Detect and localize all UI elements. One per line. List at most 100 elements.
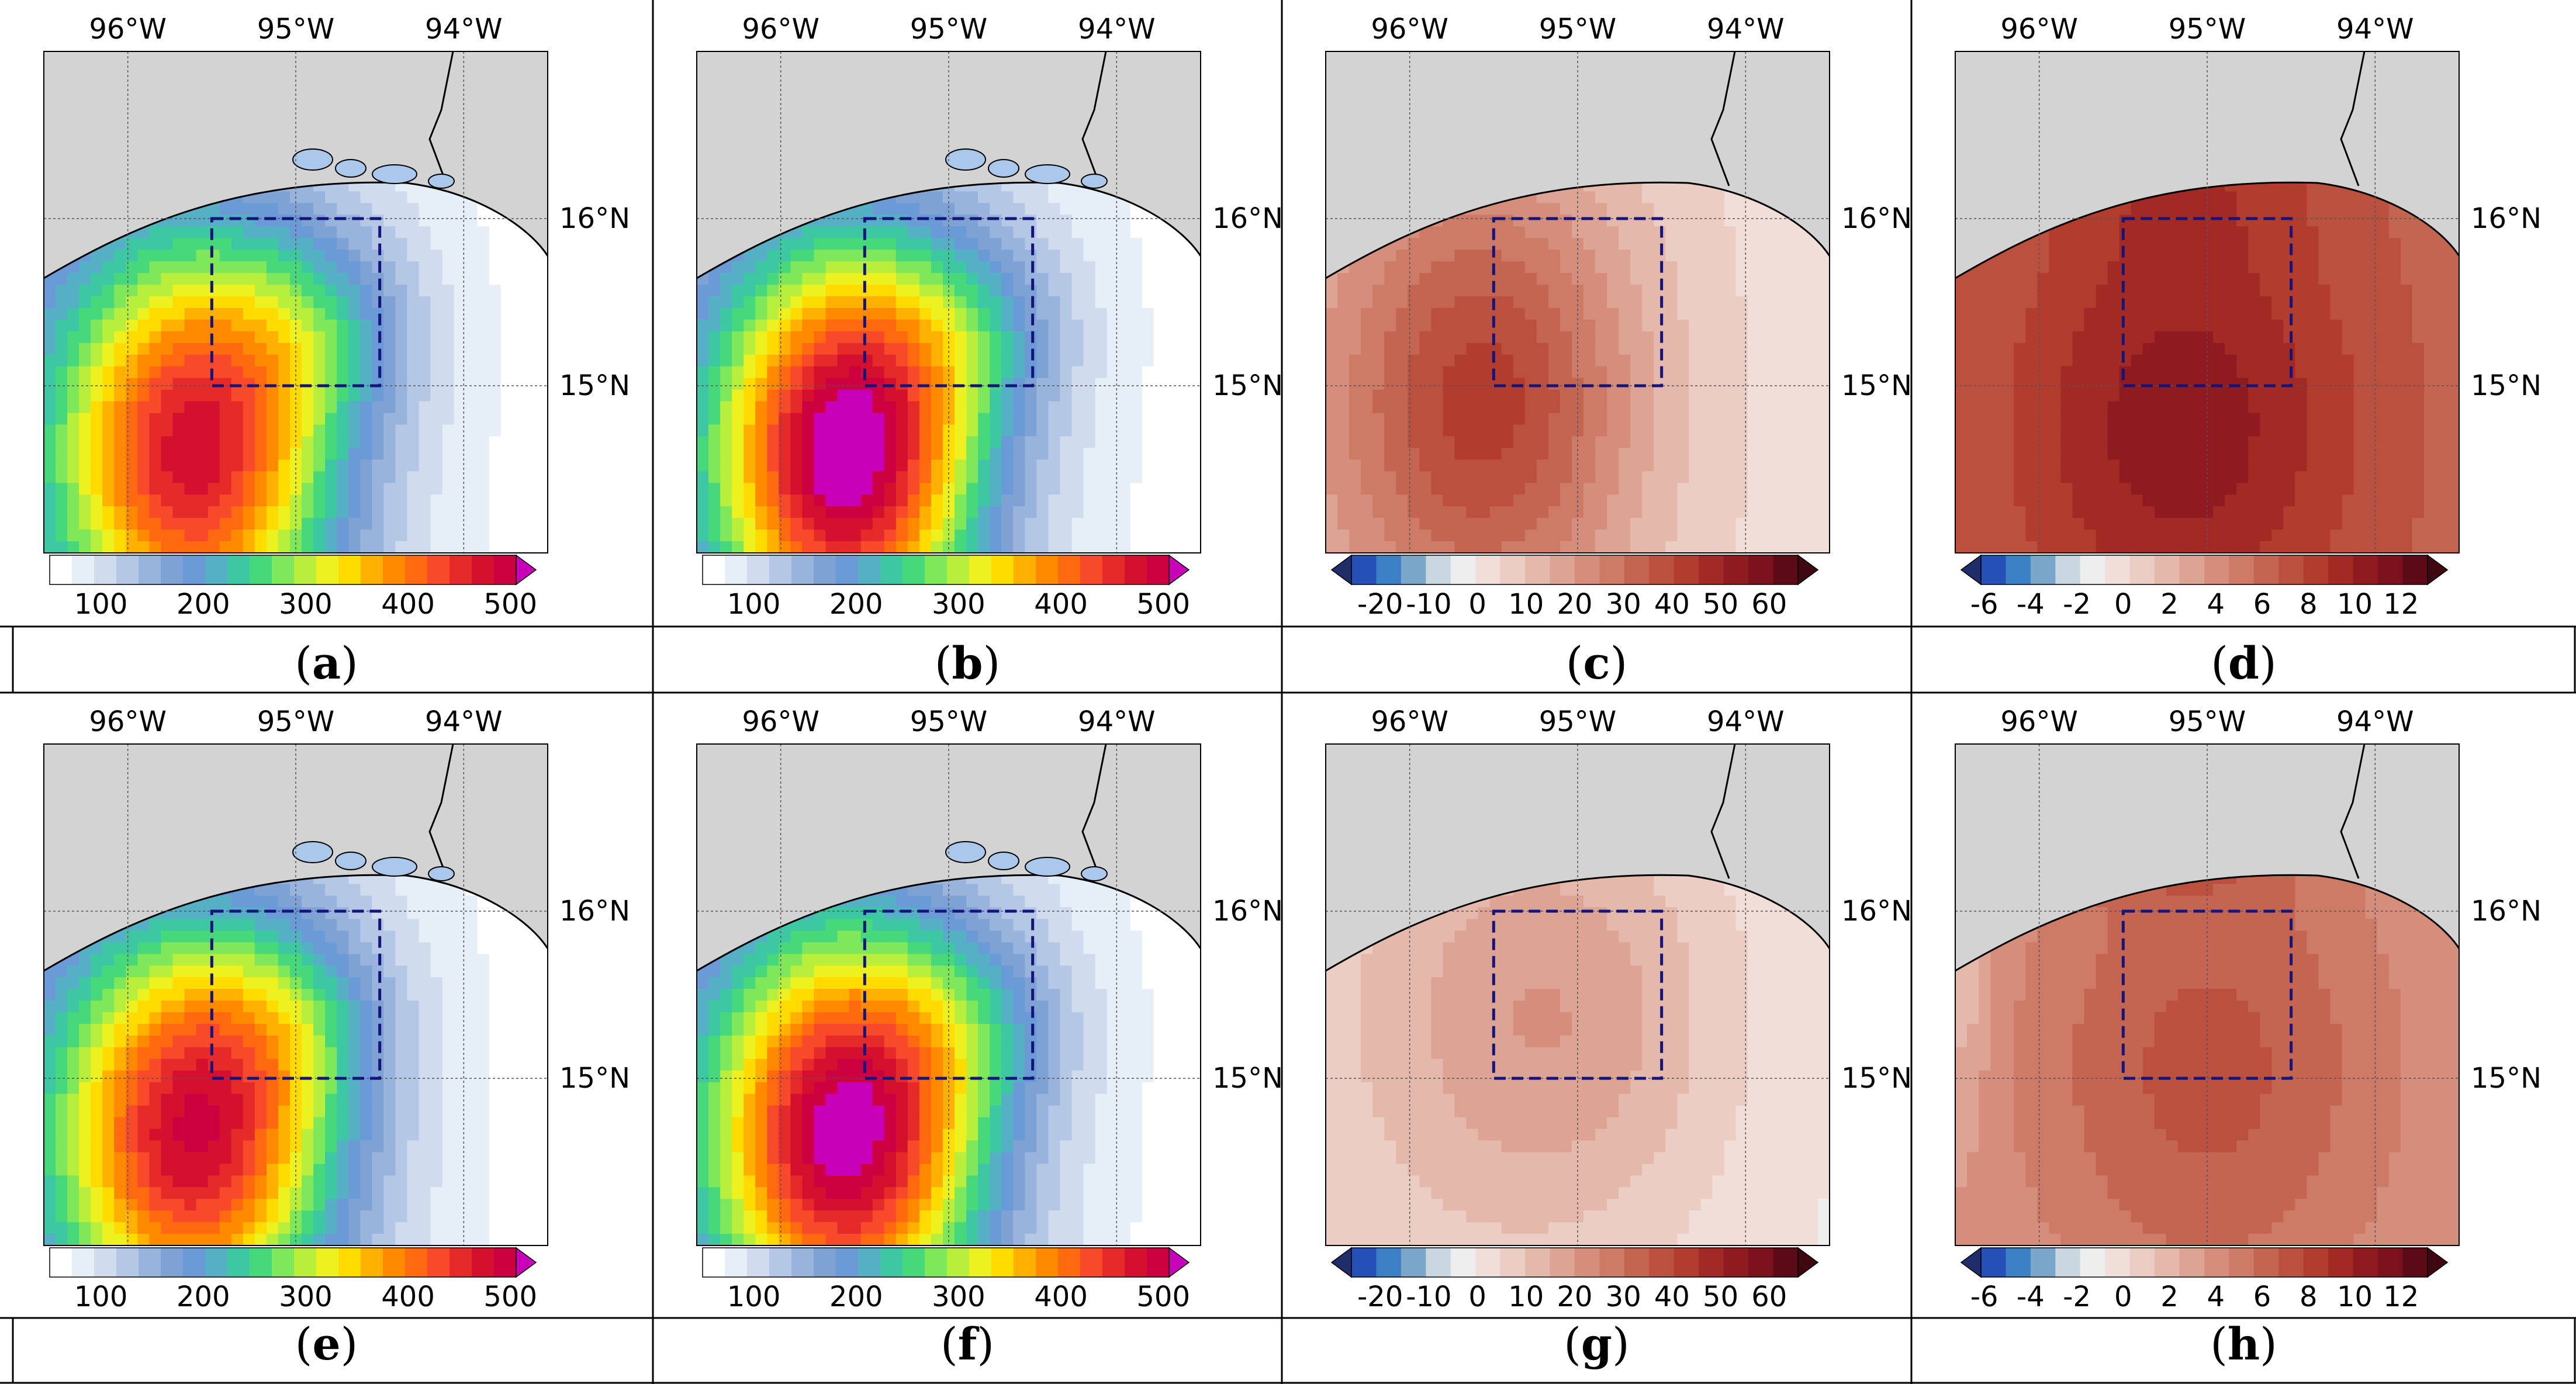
contour-cell	[442, 413, 455, 425]
contour-cell	[1513, 401, 1526, 414]
contour-cell	[442, 471, 455, 484]
contour-cell	[407, 366, 420, 379]
contour-cell	[732, 518, 744, 530]
contour-cell	[126, 261, 139, 274]
contour-cell	[1036, 203, 1049, 216]
contour-cell	[1619, 530, 1631, 542]
contour-cell	[126, 401, 139, 414]
contour-cell	[1326, 285, 1338, 297]
contour-cell	[219, 424, 232, 437]
contour-cell	[172, 424, 185, 437]
contour-cell	[430, 238, 443, 251]
contour-cell	[767, 238, 780, 251]
contour-cell	[1478, 226, 1491, 239]
contour-cell	[814, 506, 827, 518]
contour-cell	[1326, 389, 1338, 402]
contour-cell	[348, 273, 361, 285]
contour-cell	[1443, 436, 1455, 449]
contour-cell	[196, 214, 209, 227]
contour-cell	[44, 366, 56, 379]
contour-cell	[454, 273, 466, 285]
contour-cell	[1513, 308, 1526, 320]
contour-cell	[325, 424, 337, 437]
contour-cell	[149, 378, 162, 390]
contour-cell	[407, 459, 420, 472]
contour-cell	[943, 413, 955, 425]
contour-cell	[512, 494, 525, 507]
contour-cell	[1572, 342, 1584, 355]
contour-cell	[512, 541, 525, 553]
contour-cell	[454, 471, 466, 484]
contour-cell	[872, 238, 885, 251]
contour-cell	[744, 483, 756, 496]
contour-cell	[454, 261, 466, 274]
contour-cell	[91, 366, 103, 379]
contour-cell	[290, 366, 302, 379]
contour-cell	[1326, 483, 1338, 496]
contour-cell	[1607, 366, 1619, 379]
contour-cell	[1466, 506, 1479, 518]
contour-cell	[744, 285, 756, 297]
contour-cell	[1013, 448, 1026, 461]
contour-cell	[1361, 366, 1373, 379]
contour-cell	[489, 366, 502, 379]
contour-cell	[1130, 541, 1143, 553]
contour-cell	[1595, 203, 1607, 216]
contour-cell	[489, 226, 502, 239]
contour-cell	[931, 250, 943, 262]
contour-cell	[325, 413, 337, 425]
contour-cell	[1142, 518, 1154, 530]
contour-cell	[1408, 273, 1420, 285]
contour-cell	[1478, 331, 1491, 344]
contour-cell	[161, 261, 174, 274]
contour-cell	[907, 483, 920, 496]
contour-cell	[779, 296, 791, 309]
contour-cell	[465, 378, 478, 390]
contour-cell	[1071, 319, 1084, 332]
contour-cell	[348, 413, 361, 425]
contour-cell	[278, 319, 291, 332]
contour-cell	[1419, 285, 1432, 297]
contour-cell	[278, 296, 291, 309]
contour-cell	[1048, 459, 1061, 472]
contour-cell	[767, 448, 780, 461]
contour-cell	[1036, 366, 1049, 379]
contour-cell	[325, 308, 337, 320]
contour-cell	[1501, 308, 1514, 320]
contour-cell	[1048, 483, 1061, 496]
contour-cell	[114, 541, 127, 553]
contour-cell	[720, 530, 732, 542]
contour-cell	[1478, 296, 1491, 309]
contour-cell	[1431, 378, 1444, 390]
contour-cell	[708, 354, 721, 367]
contour-cell	[931, 541, 943, 553]
contour-cell	[1060, 191, 1073, 204]
contour-cell	[1048, 436, 1061, 449]
contour-cell	[990, 494, 1002, 507]
contour-cell	[91, 331, 103, 344]
contour-cell	[1548, 506, 1561, 518]
contour-cell	[161, 319, 174, 332]
contour-cell	[720, 471, 732, 484]
contour-cell	[149, 366, 162, 379]
contour-cell	[837, 530, 850, 542]
contour-cell	[278, 238, 291, 251]
contour-cell	[419, 436, 431, 449]
contour-cell	[302, 413, 314, 425]
contour-cell	[1396, 459, 1409, 472]
contour-cell	[1619, 471, 1631, 484]
contour-cell	[184, 261, 197, 274]
contour-cell	[126, 506, 139, 518]
contour-cell	[1396, 494, 1409, 507]
contour-cell	[1025, 203, 1038, 216]
contour-cell	[372, 401, 385, 414]
contour-cell	[1337, 506, 1350, 518]
contour-cell	[102, 518, 115, 530]
contour-cell	[1349, 308, 1361, 320]
contour-cell	[196, 448, 209, 461]
contour-cell	[1142, 308, 1154, 320]
contour-cell	[360, 273, 373, 285]
contour-cell	[697, 471, 709, 484]
contour-cell	[500, 226, 513, 239]
contour-cell	[91, 541, 103, 553]
